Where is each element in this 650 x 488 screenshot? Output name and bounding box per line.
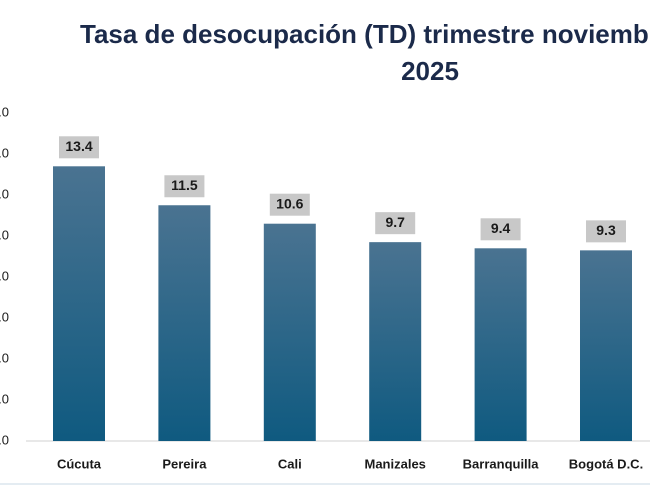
x-tick-label: Manizales (364, 456, 425, 471)
y-tick-label: 10.0 (0, 227, 9, 242)
y-tick-label: 14.0 (0, 145, 9, 160)
value-label: 9.4 (491, 220, 511, 236)
bar (158, 205, 211, 441)
chart-title: Tasa de desocupación (TD) trimestre novi… (80, 19, 649, 49)
bar (53, 166, 105, 442)
value-label: 11.5 (171, 177, 198, 193)
value-label-box (164, 175, 205, 198)
value-label: 9.7 (385, 214, 405, 230)
x-tick-label: Cali (278, 456, 302, 471)
value-label-box (375, 212, 416, 235)
bar (580, 250, 632, 441)
value-label: 9.3 (596, 222, 616, 238)
x-tick-label: Bogotá D.C. (569, 456, 643, 471)
bar (369, 242, 422, 441)
bar (474, 248, 527, 441)
value-label: 10.6 (276, 195, 303, 211)
y-tick-label: 6.0 (0, 309, 9, 324)
value-label-box (59, 136, 99, 159)
x-tick-label: Cúcuta (57, 456, 102, 471)
value-label-box (269, 193, 310, 216)
chart-title: 2025 (401, 56, 459, 86)
y-tick-label: 12.0 (0, 186, 9, 201)
y-tick-label: 2.0 (0, 391, 9, 406)
y-tick-label: 16.0 (0, 104, 9, 119)
y-tick-label: 4.0 (0, 350, 9, 365)
x-tick-label: Pereira (162, 456, 207, 471)
value-label: 13.4 (65, 138, 92, 154)
y-tick-label: 0.0 (0, 432, 9, 447)
value-label-box (586, 220, 626, 243)
y-tick-label: 8.0 (0, 268, 9, 283)
value-label-box (480, 218, 521, 241)
x-tick-label: Barranquilla (463, 456, 540, 471)
bar (263, 223, 316, 441)
